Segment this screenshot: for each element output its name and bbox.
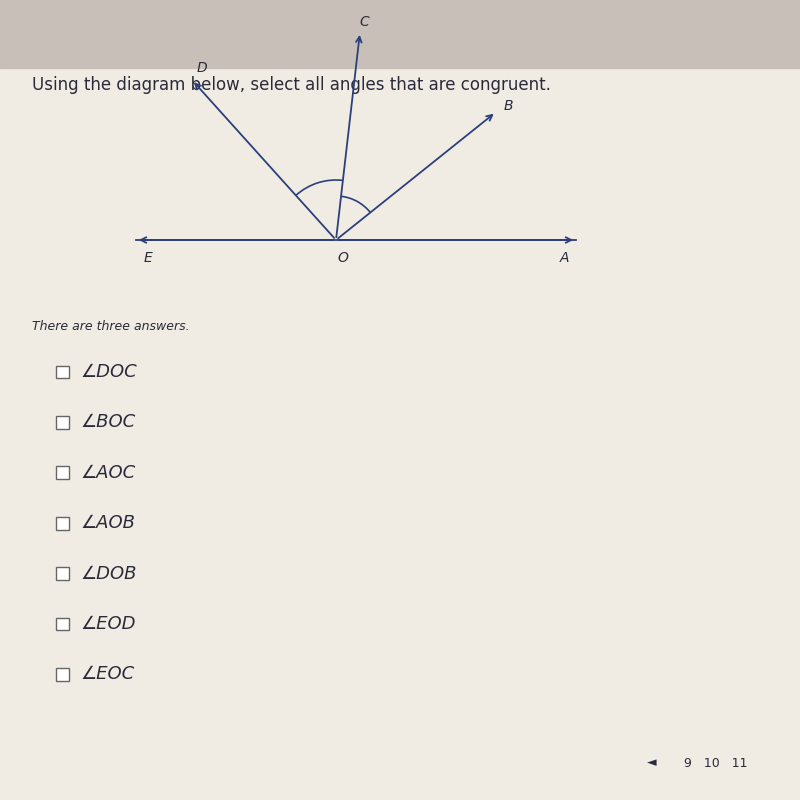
Bar xyxy=(56,618,69,630)
Bar xyxy=(56,517,69,530)
Bar xyxy=(0,0,800,68)
Text: O: O xyxy=(337,250,348,265)
Text: ∠EOC: ∠EOC xyxy=(81,666,135,683)
Text: C: C xyxy=(359,15,369,30)
Text: 9   10   11: 9 10 11 xyxy=(684,757,748,770)
Bar xyxy=(56,366,69,378)
Text: ∠BOC: ∠BOC xyxy=(81,414,136,431)
Bar xyxy=(56,466,69,479)
Bar xyxy=(56,567,69,580)
Text: A: A xyxy=(559,250,569,265)
Text: ∠DOC: ∠DOC xyxy=(81,363,138,381)
Text: D: D xyxy=(196,61,207,75)
Text: ◄: ◄ xyxy=(647,757,657,770)
Text: ∠DOB: ∠DOB xyxy=(81,565,138,582)
Text: E: E xyxy=(144,250,152,265)
Text: There are three answers.: There are three answers. xyxy=(32,320,190,333)
Text: ∠AOB: ∠AOB xyxy=(81,514,136,532)
Text: ∠EOD: ∠EOD xyxy=(81,615,136,633)
Bar xyxy=(56,668,69,681)
Text: ∠AOC: ∠AOC xyxy=(81,464,136,482)
Text: Using the diagram below, select all angles that are congruent.: Using the diagram below, select all angl… xyxy=(32,76,551,94)
Text: B: B xyxy=(503,98,513,113)
Bar xyxy=(56,416,69,429)
